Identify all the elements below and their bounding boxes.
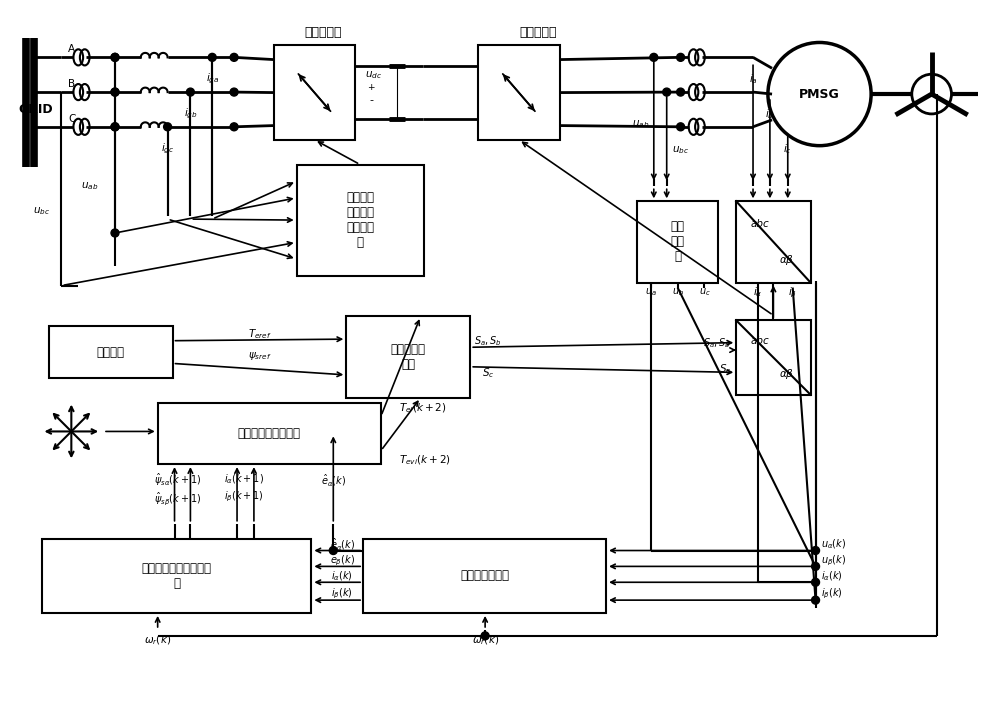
Text: $S_c$: $S_c$ (482, 366, 494, 379)
Text: $u_a$: $u_a$ (645, 287, 657, 298)
Circle shape (111, 123, 119, 131)
Text: $u_{bc}$: $u_{bc}$ (672, 144, 689, 156)
Text: -: - (369, 96, 373, 106)
Circle shape (481, 632, 489, 640)
Circle shape (230, 123, 238, 131)
Circle shape (812, 562, 820, 570)
Bar (274, 45, 355, 140)
Text: B: B (68, 79, 75, 89)
Circle shape (768, 42, 871, 145)
Bar (49, 326, 173, 378)
Text: $u_{\alpha}(k)$: $u_{\alpha}(k)$ (821, 538, 846, 552)
Text: 风机主控: 风机主控 (97, 346, 125, 359)
Text: PMSG: PMSG (799, 88, 840, 101)
Circle shape (812, 596, 820, 604)
Circle shape (111, 229, 119, 237)
Bar (158, 402, 381, 464)
Circle shape (663, 88, 671, 96)
Circle shape (111, 53, 119, 61)
Circle shape (230, 88, 238, 96)
Text: $i_{\alpha}(k)$: $i_{\alpha}(k)$ (331, 570, 353, 583)
Text: C: C (68, 114, 76, 124)
Text: $i_{\alpha}(k)$: $i_{\alpha}(k)$ (821, 570, 842, 583)
Text: $\psi_{sref}$: $\psi_{sref}$ (248, 351, 271, 362)
Text: 全阶滑模观测器: 全阶滑模观测器 (460, 570, 509, 582)
Text: $e_{\beta}(k)$: $e_{\beta}(k)$ (330, 553, 355, 567)
Text: 转矩和虚拟转矩预测: 转矩和虚拟转矩预测 (238, 427, 301, 440)
Text: $u_{dc}$: $u_{dc}$ (365, 69, 383, 81)
Text: $S_a,S_b$: $S_a,S_b$ (474, 334, 502, 348)
Text: $\hat{e}_{\alpha}(k)$: $\hat{e}_{\alpha}(k)$ (321, 472, 346, 488)
Text: GRID: GRID (19, 104, 53, 117)
Text: $\hat{e}_{\alpha}(k)$: $\hat{e}_{\alpha}(k)$ (330, 536, 355, 552)
Text: 基于电网
电压定向
的矢量控
制: 基于电网 电压定向 的矢量控 制 (346, 191, 374, 249)
Text: $u_{ab}$: $u_{ab}$ (81, 181, 98, 192)
Text: $u_b$: $u_b$ (672, 287, 684, 298)
Circle shape (677, 53, 685, 61)
Circle shape (677, 88, 685, 96)
Text: 网侧变流器: 网侧变流器 (305, 26, 342, 39)
Text: $u_{ab}$: $u_{ab}$ (632, 118, 649, 130)
Circle shape (329, 546, 337, 554)
Circle shape (677, 123, 685, 131)
Circle shape (912, 74, 951, 114)
Text: $i_{\beta}$: $i_{\beta}$ (788, 285, 797, 300)
Text: +: + (367, 83, 375, 92)
Text: $u_{\beta}(k)$: $u_{\beta}(k)$ (821, 553, 846, 567)
Text: $T_{ei}(k+2)$: $T_{ei}(k+2)$ (399, 402, 446, 415)
Circle shape (111, 123, 119, 131)
Text: abc: abc (751, 219, 769, 229)
Text: $i_c$: $i_c$ (783, 142, 792, 156)
Text: $S_c$: $S_c$ (719, 361, 731, 376)
Text: $i_{gb}$: $i_{gb}$ (184, 107, 197, 121)
Text: $i_a$: $i_a$ (749, 72, 757, 86)
Circle shape (111, 88, 119, 96)
Bar (42, 539, 311, 613)
Text: 目标函数最
小化: 目标函数最 小化 (391, 343, 426, 371)
Bar (637, 201, 718, 283)
Text: $T_{evi}(k+2)$: $T_{evi}(k+2)$ (399, 454, 451, 467)
Text: $i_{\beta}(k)$: $i_{\beta}(k)$ (821, 587, 842, 601)
Text: $\alpha\beta$: $\alpha\beta$ (779, 367, 794, 381)
Text: A: A (68, 45, 75, 55)
Text: $i_b$: $i_b$ (765, 107, 774, 121)
Bar (478, 45, 560, 140)
Text: 静止坐标系上的预测过
程: 静止坐标系上的预测过 程 (142, 562, 212, 590)
Bar (736, 201, 811, 283)
Text: $\alpha\beta$: $\alpha\beta$ (779, 253, 794, 267)
Circle shape (111, 88, 119, 96)
Text: $i_{\alpha}(k+1)$: $i_{\alpha}(k+1)$ (224, 472, 264, 486)
Text: $T_{eref}$: $T_{eref}$ (248, 327, 271, 341)
Circle shape (186, 88, 194, 96)
Text: $\hat{\psi}_{s\beta}(k+1)$: $\hat{\psi}_{s\beta}(k+1)$ (154, 490, 201, 507)
Text: $i_{ga}$: $i_{ga}$ (206, 72, 219, 86)
Text: $i_{\beta}(k+1)$: $i_{\beta}(k+1)$ (224, 490, 264, 505)
Text: $u_{bc}$: $u_{bc}$ (33, 205, 50, 217)
Bar (346, 316, 470, 397)
Circle shape (230, 53, 238, 61)
Text: $\omega_r(k)$: $\omega_r(k)$ (144, 633, 171, 647)
Bar (363, 539, 606, 613)
Text: 机侧变流器: 机侧变流器 (519, 26, 556, 39)
Text: $\omega_r(k)$: $\omega_r(k)$ (472, 633, 499, 647)
Text: $u_c$: $u_c$ (699, 287, 710, 298)
Text: $\hat{\psi}_{s\alpha}(k+1)$: $\hat{\psi}_{s\alpha}(k+1)$ (154, 472, 201, 488)
Text: abc: abc (751, 336, 769, 346)
Text: $i_{\beta}(k)$: $i_{\beta}(k)$ (331, 587, 353, 601)
Circle shape (812, 578, 820, 586)
Circle shape (650, 53, 658, 61)
Circle shape (812, 546, 820, 554)
Bar (736, 320, 811, 395)
Circle shape (111, 53, 119, 61)
Circle shape (164, 123, 172, 131)
Bar (297, 165, 424, 276)
Text: $i_{gc}$: $i_{gc}$ (161, 141, 174, 156)
Text: 计算
相电
压: 计算 相电 压 (671, 220, 685, 264)
Text: $i_{\alpha}$: $i_{\alpha}$ (753, 286, 763, 300)
Circle shape (208, 53, 216, 61)
Text: $S_a,S_b$: $S_a,S_b$ (703, 336, 731, 349)
